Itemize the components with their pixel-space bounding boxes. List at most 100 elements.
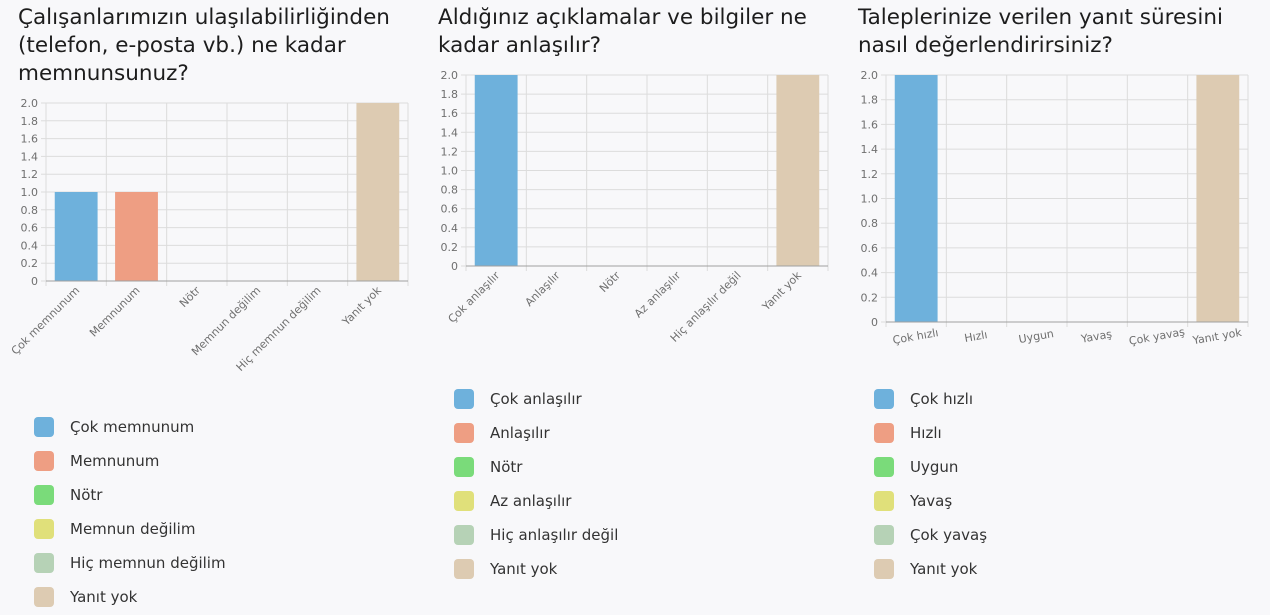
y-tick-label: 0 (451, 260, 458, 273)
x-tick-label: Az anlaşılır (632, 269, 684, 321)
y-tick-label: 0.4 (861, 267, 879, 280)
legend-label: Çok anlaşılır (490, 390, 582, 408)
legend-label: Hiç anlaşılır değil (490, 526, 619, 544)
chart-title-line: Çalışanlarımızın ulaşılabilirliğinden (18, 5, 390, 30)
y-tick-label: 0.4 (441, 222, 459, 235)
x-tick-label: Hızlı (963, 328, 988, 345)
y-tick-label: 0.8 (21, 204, 39, 217)
x-tick-label: Anlaşılır (523, 269, 563, 309)
legend-item[interactable]: Çok yavaş (874, 518, 987, 552)
chart-title-line: nasıl değerlendirirsiniz? (858, 33, 1113, 58)
legend-item[interactable]: Uygun (874, 450, 987, 484)
legend-swatch (874, 423, 894, 443)
legend-item[interactable]: Az anlaşılır (454, 484, 618, 518)
legend-swatch (874, 457, 894, 477)
legend-label: Yanıt yok (490, 560, 558, 578)
x-tick-label: Çok anlaşılır (446, 269, 503, 326)
legend-label: Yanıt yok (910, 560, 978, 578)
legend-label: Uygun (910, 458, 959, 476)
y-tick-label: 0 (871, 316, 878, 329)
bar[interactable] (1196, 75, 1240, 322)
chart-title-line: kadar anlaşılır? (438, 33, 602, 58)
legend-item[interactable]: Çok memnunum (34, 410, 226, 444)
bar[interactable] (54, 192, 98, 281)
legend-swatch (34, 485, 54, 505)
legend-item[interactable]: Yanıt yok (34, 580, 226, 614)
y-tick-label: 1.6 (21, 133, 39, 146)
legend-item[interactable]: Memnun değilim (34, 512, 226, 546)
y-tick-label: 2.0 (441, 69, 459, 82)
legend-label: Yavaş (910, 492, 953, 510)
legend-label: Nötr (490, 458, 523, 476)
y-tick-label: 2.0 (861, 69, 879, 82)
legend-swatch (874, 389, 894, 409)
chart-legend: Çok memnunum Memnunum Nötr Memnun değili… (34, 410, 226, 614)
bar[interactable] (776, 75, 820, 266)
y-tick-label: 1.2 (21, 168, 39, 181)
chart-legend: Çok anlaşılır Anlaşılır Nötr Az anlaşılı… (454, 382, 618, 586)
legend-label: Anlaşılır (490, 424, 550, 442)
legend-swatch (454, 423, 474, 443)
y-tick-label: 0.2 (441, 241, 459, 254)
legend-swatch (874, 559, 894, 579)
legend-item[interactable]: Yanıt yok (874, 552, 987, 586)
chart-title: Taleplerinize verilen yanıt süresini nas… (858, 4, 1268, 60)
legend-item[interactable]: Hızlı (874, 416, 987, 450)
bar[interactable] (894, 75, 938, 322)
legend-item[interactable]: Anlaşılır (454, 416, 618, 450)
chart-title: Çalışanlarımızın ulaşılabilirliğinden (t… (18, 4, 428, 88)
legend-label: Hızlı (910, 424, 942, 442)
legend-item[interactable]: Memnunum (34, 444, 226, 478)
legend-label: Çok hızlı (910, 390, 973, 408)
legend-item[interactable]: Hiç memnun değilim (34, 546, 226, 580)
legend-swatch (34, 553, 54, 573)
y-tick-label: 0.6 (441, 203, 459, 216)
legend-swatch (874, 491, 894, 511)
y-tick-label: 1.0 (861, 193, 879, 206)
y-tick-label: 1.4 (21, 150, 39, 163)
legend-item[interactable]: Yavaş (874, 484, 987, 518)
legend-swatch (454, 491, 474, 511)
legend-swatch (34, 417, 54, 437)
chart-panel-response-time: Taleplerinize verilen yanıt süresini nas… (858, 0, 1270, 615)
x-tick-label: Yavaş (1079, 327, 1113, 345)
bar-chart: 0 0.2 0.4 0.6 0.8 1.0 1.2 1.4 1.6 1.8 2.0 Çok hızlı… (861, 69, 1249, 348)
bar-chart: 0 0.2 0.4 0.6 0.8 1.0 1.2 1.4 1.6 1.8 2.0 Çok anlaş… (441, 69, 829, 345)
legend-item[interactable]: Nötr (454, 450, 618, 484)
legend-label: Memnun değilim (70, 520, 196, 538)
y-tick-label: 1.4 (861, 143, 879, 156)
chart-title-line: Aldığınız açıklamalar ve bilgiler ne (438, 5, 807, 30)
x-tick-label: Yanıt yok (1191, 326, 1244, 348)
legend-item[interactable]: Yanıt yok (454, 552, 618, 586)
y-tick-label: 0 (31, 275, 38, 288)
y-tick-label: 0.8 (861, 217, 879, 230)
y-tick-label: 1.6 (441, 107, 459, 120)
y-tick-label: 0.2 (21, 257, 39, 270)
legend-label: Nötr (70, 486, 103, 504)
legend-label: Hiç memnun değilim (70, 554, 226, 572)
legend-swatch (34, 451, 54, 471)
bar[interactable] (356, 103, 400, 281)
chart-title-line: Taleplerinize verilen yanıt süresini (858, 5, 1223, 30)
legend-item[interactable]: Hiç anlaşılır değil (454, 518, 618, 552)
bar[interactable] (474, 75, 518, 266)
y-tick-label: 1.8 (861, 94, 879, 107)
legend-swatch (454, 525, 474, 545)
y-tick-label: 1.8 (441, 88, 459, 101)
legend-item[interactable]: Çok anlaşılır (454, 382, 618, 416)
y-tick-label: 1.8 (21, 115, 39, 128)
legend-label: Az anlaşılır (490, 492, 572, 510)
bar-chart: 0 0.2 0.4 0.6 0.8 1.0 1.2 1.4 1.6 1.8 2.0 Çok memnu… (9, 97, 409, 374)
legend-item[interactable]: Çok hızlı (874, 382, 987, 416)
x-tick-label: Nötr (177, 284, 203, 310)
bar[interactable] (115, 192, 158, 281)
y-tick-label: 1.0 (21, 186, 39, 199)
y-tick-label: 1.4 (441, 126, 459, 139)
x-tick-label: Yanıt yok (759, 268, 804, 313)
legend-swatch (34, 519, 54, 539)
legend-label: Çok yavaş (910, 526, 988, 544)
chart-panel-explanation-clarity: Aldığınız açıklamalar ve bilgiler ne kad… (438, 0, 858, 615)
x-tick-label: Nötr (597, 269, 623, 295)
chart-panel-employee-reachability: Çalışanlarımızın ulaşılabilirliğinden (t… (9, 0, 438, 615)
legend-item[interactable]: Nötr (34, 478, 226, 512)
